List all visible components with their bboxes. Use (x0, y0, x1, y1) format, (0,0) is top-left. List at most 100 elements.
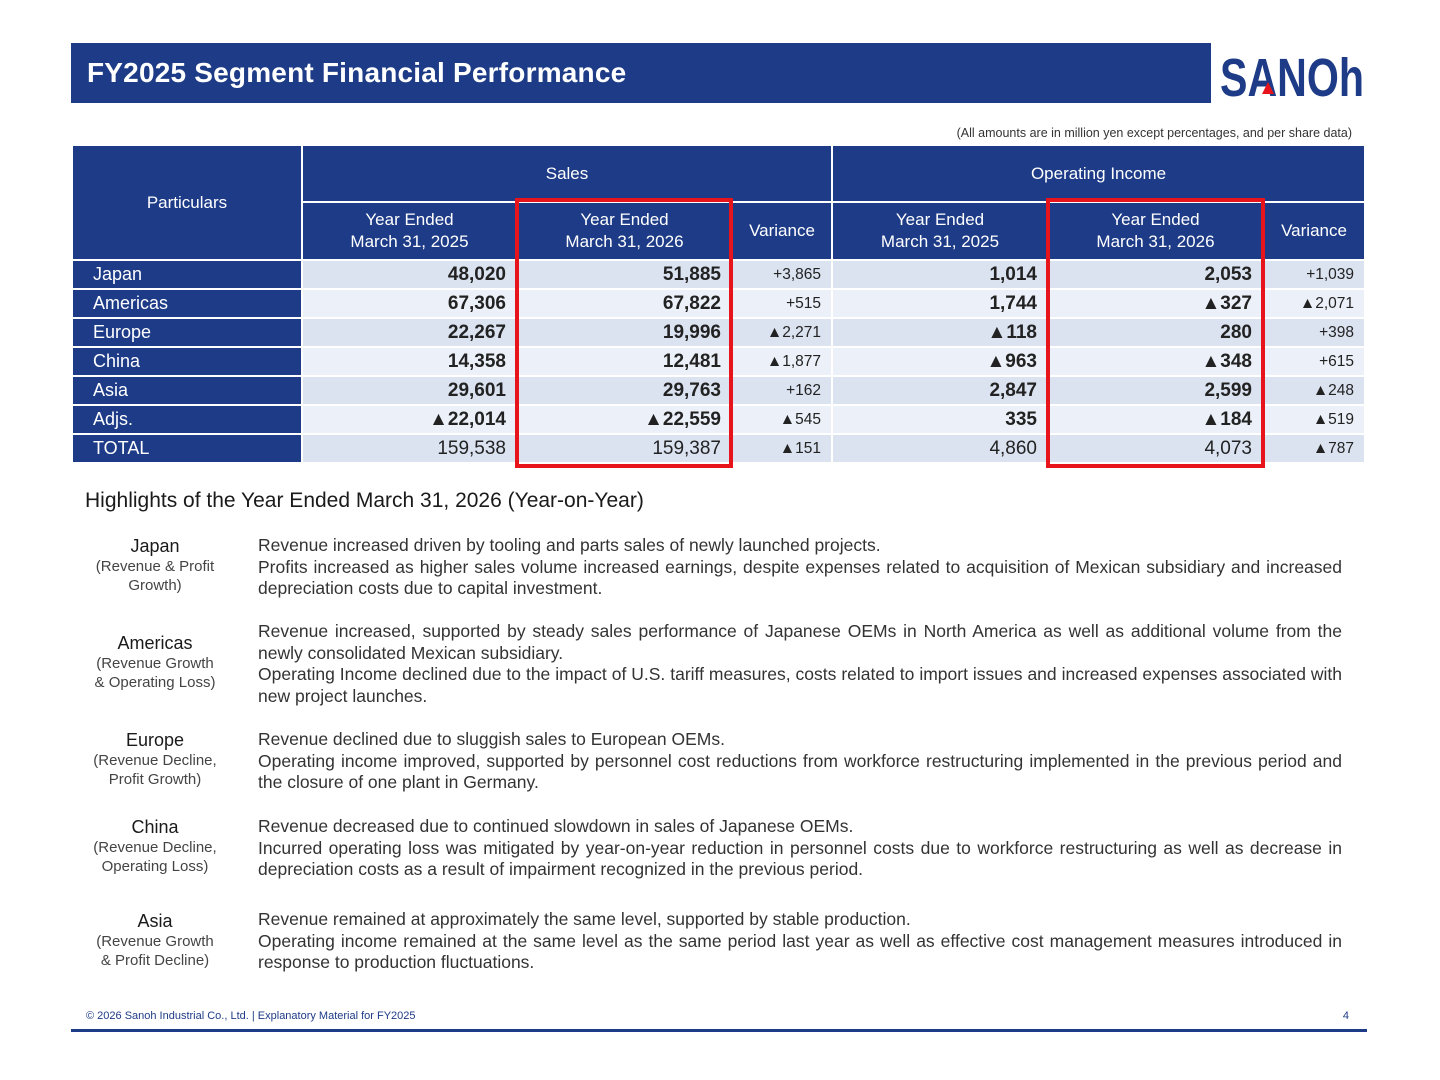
segment-label: TOTAL (71, 433, 303, 464)
segment-label: China (71, 346, 303, 377)
highlight-label: Europe (Revenue Decline, Profit Growth) (80, 729, 230, 794)
sanoh-logo: SANOh (1220, 48, 1364, 104)
table-row: Europe 22,267 19,996 ▲2,271 ▲118 280 +39… (71, 317, 1367, 348)
highlight-text: Revenue declined due to sluggish sales t… (258, 729, 1342, 794)
segment-status: & Profit Decline) (100, 952, 210, 969)
segment-name: Americas (117, 633, 193, 653)
table-row: Asia 29,601 29,763 +162 2,847 2,599 ▲248 (71, 375, 1367, 406)
table-row: Americas 67,306 67,822 +515 1,744 ▲327 ▲… (71, 288, 1367, 319)
highlight-label: China (Revenue Decline, Operating Loss) (80, 816, 230, 881)
table-cell: ▲118 (831, 317, 1049, 348)
table-cell: ▲327 (1047, 288, 1264, 319)
table-cell: 4,073 (1047, 433, 1264, 464)
sales-fy2025-header: Year Ended March 31, 2025 (301, 201, 518, 261)
highlight-label: Japan (Revenue & Profit Growth) (80, 535, 230, 600)
table-cell: 280 (1047, 317, 1264, 348)
segment-status: (Revenue Growth (96, 933, 214, 950)
sales-header: Sales (301, 144, 833, 203)
segment-status: (Revenue & Profit (95, 558, 215, 575)
highlight-text: Revenue remained at approximately the sa… (258, 909, 1342, 974)
table-cell: +398 (1261, 317, 1367, 348)
title-bar: FY2025 Segment Financial Performance (71, 43, 1211, 103)
segment-name: China (131, 817, 179, 837)
highlight-line: Revenue decreased due to continued slowd… (258, 816, 854, 836)
footer-divider (71, 1029, 1367, 1032)
highlight-text: Revenue decreased due to continued slowd… (258, 816, 1342, 881)
highlight-line: Revenue increased, supported by steady s… (258, 621, 1342, 663)
table-cell: 2,847 (831, 375, 1049, 406)
highlight-line: Operating income remained at the same le… (258, 930, 1342, 973)
table-cell: ▲787 (1261, 433, 1367, 464)
segment-label: Americas (71, 288, 303, 319)
table-cell: ▲2,071 (1261, 288, 1367, 319)
segment-name: Japan (130, 536, 180, 556)
segment-status: Operating Loss) (101, 858, 209, 875)
segment-label: Japan (71, 259, 303, 290)
highlight-line: Incurred operating loss was mitigated by… (258, 837, 1342, 880)
highlight-line: Profits increased as higher sales volume… (258, 556, 1342, 599)
segment-status: Profit Growth) (108, 771, 202, 788)
table-cell: +515 (731, 288, 833, 319)
table-cell: ▲22,014 (301, 404, 518, 435)
table-cell: 12,481 (516, 346, 733, 377)
segment-table: Particulars Sales Operating Income Year … (71, 144, 1367, 464)
table-cell: 51,885 (516, 259, 733, 290)
units-note: (All amounts are in million yen except p… (956, 126, 1352, 140)
highlight-text: Revenue increased driven by tooling and … (258, 535, 1342, 600)
table-cell: ▲22,559 (516, 404, 733, 435)
highlight-text: Revenue increased, supported by steady s… (258, 621, 1342, 708)
page-title: FY2025 Segment Financial Performance (87, 57, 627, 88)
segment-label: Adjs. (71, 404, 303, 435)
page-number: 4 (1342, 1010, 1349, 1022)
table-cell: 159,387 (516, 433, 733, 464)
table-cell: 67,306 (301, 288, 518, 319)
table-row: China 14,358 12,481 ▲1,877 ▲963 ▲348 +61… (71, 346, 1367, 377)
table-cell: +3,865 (731, 259, 833, 290)
table-cell: ▲1,877 (731, 346, 833, 377)
table-cell: 48,020 (301, 259, 518, 290)
table-cell: 335 (831, 404, 1049, 435)
table-cell: 1,744 (831, 288, 1049, 319)
highlight-line: Revenue remained at approximately the sa… (258, 909, 911, 929)
sales-variance-header: Variance (731, 201, 833, 261)
segment-status: & Operating Loss) (94, 674, 216, 691)
svg-text:SANOh: SANOh (1220, 48, 1364, 104)
particulars-header: Particulars (71, 144, 303, 261)
table-cell: 4,860 (831, 433, 1049, 464)
highlight-europe: Europe (Revenue Decline, Profit Growth) … (80, 729, 1342, 794)
highlight-line: Operating income improved, supported by … (258, 750, 1342, 793)
table-cell: 14,358 (301, 346, 518, 377)
table-cell: 2,599 (1047, 375, 1264, 406)
sales-fy2026-header: Year Ended March 31, 2026 (516, 201, 733, 261)
table-cell: ▲184 (1047, 404, 1264, 435)
table-cell: +1,039 (1261, 259, 1367, 290)
table-cell: ▲519 (1261, 404, 1367, 435)
table-cell: +162 (731, 375, 833, 406)
table-cell: ▲2,271 (731, 317, 833, 348)
table-cell: 1,014 (831, 259, 1049, 290)
highlight-china: China (Revenue Decline, Operating Loss) … (80, 816, 1342, 881)
table-row: Adjs. ▲22,014 ▲22,559 ▲545 335 ▲184 ▲519 (71, 404, 1367, 435)
segment-status: (Revenue Decline, (93, 839, 217, 856)
oi-variance-header: Variance (1261, 201, 1367, 261)
table-cell: +615 (1261, 346, 1367, 377)
table-cell: ▲963 (831, 346, 1049, 377)
table-row: Japan 48,020 51,885 +3,865 1,014 2,053 +… (71, 259, 1367, 290)
footer-copyright: © 2026 Sanoh Industrial Co., Ltd. | Expl… (86, 1010, 416, 1022)
table-cell: 29,601 (301, 375, 518, 406)
highlights-title: Highlights of the Year Ended March 31, 2… (85, 489, 644, 512)
table-cell: 29,763 (516, 375, 733, 406)
highlight-label: Americas (Revenue Growth & Operating Los… (80, 621, 230, 708)
segment-label: Asia (71, 375, 303, 406)
table-cell: ▲151 (731, 433, 833, 464)
operating-income-header: Operating Income (830, 144, 1367, 203)
table-cell: ▲545 (731, 404, 833, 435)
table-row-total: TOTAL 159,538 159,387 ▲151 4,860 4,073 ▲… (71, 433, 1367, 464)
segment-label: Europe (71, 317, 303, 348)
oi-fy2025-header: Year Ended March 31, 2025 (831, 201, 1049, 261)
highlight-japan: Japan (Revenue & Profit Growth) Revenue … (80, 535, 1342, 600)
highlight-line: Operating Income declined due to the imp… (258, 664, 1342, 707)
table-cell: ▲248 (1261, 375, 1367, 406)
segment-status: (Revenue Growth (96, 655, 214, 672)
table-cell: 22,267 (301, 317, 518, 348)
